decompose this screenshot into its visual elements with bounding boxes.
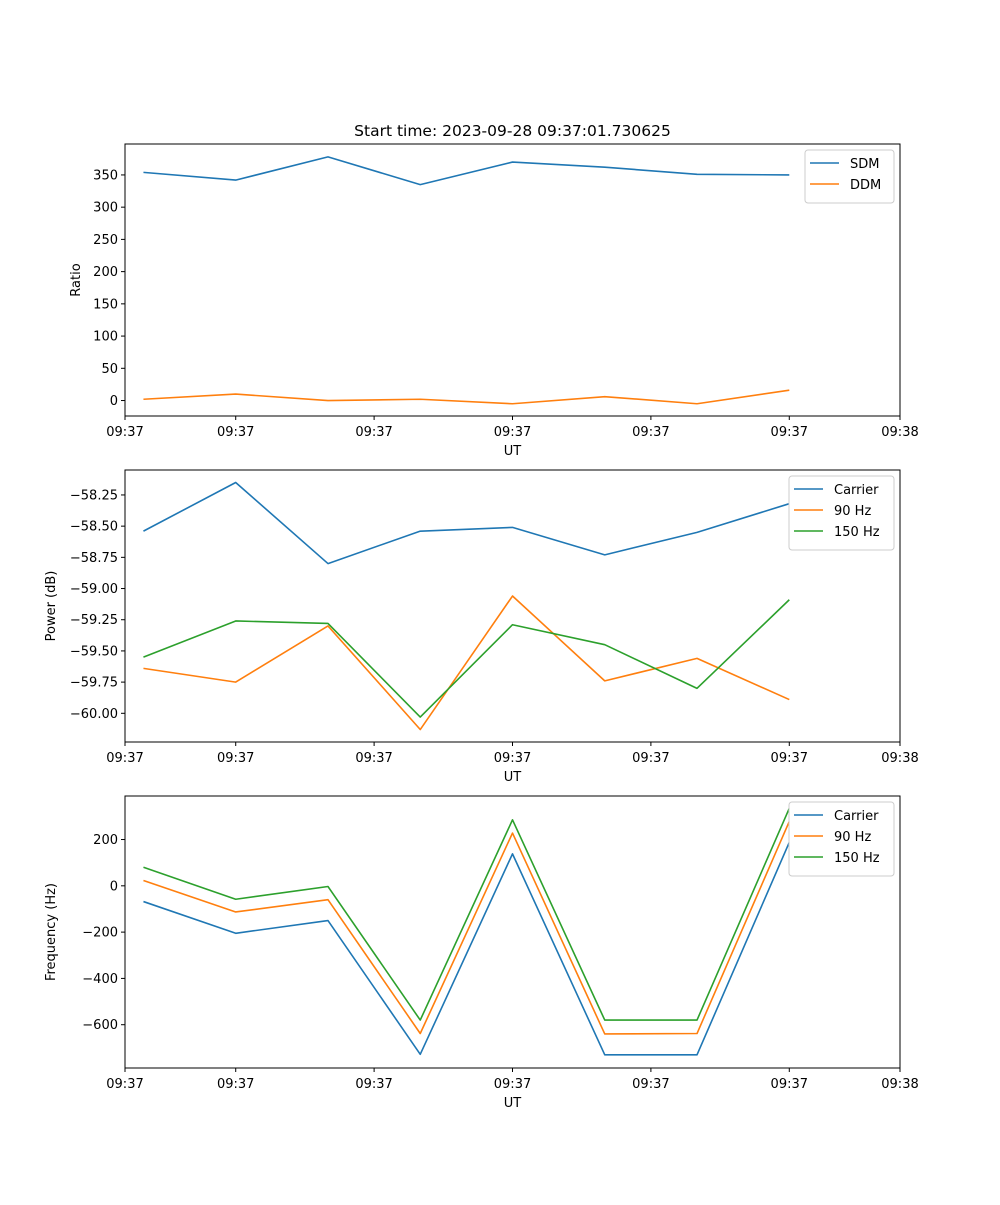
chart-1-xtick-label: 09:37 xyxy=(106,751,143,766)
chart-0-ytick-label: 200 xyxy=(93,265,118,280)
chart-0-ytick-label: 50 xyxy=(101,362,118,377)
chart-1-ytick-label: −59.00 xyxy=(70,582,118,597)
chart-2-legend-label-carrier: Carrier xyxy=(834,809,879,824)
chart-0-ytick-label: 150 xyxy=(93,297,118,312)
chart-2-xtick-label: 09:37 xyxy=(494,1077,531,1092)
chart-0-xtick-label: 09:38 xyxy=(881,425,918,440)
chart-2-ytick-label: −400 xyxy=(82,972,118,987)
chart-1-legend-label-carrier: Carrier xyxy=(834,483,879,498)
chart-1-series-90-hz-line xyxy=(143,595,790,731)
chart-1-xtick-label: 09:37 xyxy=(771,751,808,766)
chart-2-ylabel: Frequency (Hz) xyxy=(44,883,59,981)
chart-2-ytick-label: −600 xyxy=(82,1018,118,1033)
chart-1-ytick-label: −59.25 xyxy=(70,613,118,628)
chart-1-ylabel: Power (dB) xyxy=(44,571,59,642)
chart-0-group: 09:37 09:37 09:37 09:37 09:37 09:37 09:38 0 50 10… xyxy=(69,122,919,459)
chart-1-xtick-label: 09:37 xyxy=(217,751,254,766)
chart-0-xtick-label: 09:37 xyxy=(632,425,669,440)
chart-2-legend-label-90-hz: 90 Hz xyxy=(834,830,871,845)
chart-0-xtick-label: 09:37 xyxy=(494,425,531,440)
chart-2-legend-label-150-hz: 150 Hz xyxy=(834,851,880,866)
chart-0-xlabel: UT xyxy=(504,444,522,459)
chart-1-series-150-hz-line xyxy=(143,599,790,718)
chart-1-ytick-label: −59.75 xyxy=(70,676,118,691)
chart-0-xtick-label: 09:37 xyxy=(355,425,392,440)
chart-2-ytick-label: 0 xyxy=(110,879,118,894)
chart-0-series-ddm-line xyxy=(143,389,790,405)
chart-0-ytick-label: 100 xyxy=(93,330,118,345)
chart-0-ytick-label: 250 xyxy=(93,233,118,248)
chart-2-xtick-label: 09:37 xyxy=(771,1077,808,1092)
chart-1-legend-label-150-hz: 150 Hz xyxy=(834,525,880,540)
chart-1-ytick-label: −60.00 xyxy=(70,707,118,722)
chart-0-axes-frame xyxy=(124,143,901,417)
chart-2-xtick-label: 09:37 xyxy=(355,1077,392,1092)
chart-0-series-sdm-line xyxy=(143,156,790,186)
chart-0-ytick-label: 300 xyxy=(93,201,118,216)
chart-0-xtick-label: 09:37 xyxy=(771,425,808,440)
chart-1-xtick-label: 09:37 xyxy=(494,751,531,766)
chart-1-xtick-label: 09:37 xyxy=(632,751,669,766)
chart-1-ytick-label: −58.75 xyxy=(70,551,118,566)
chart-2-series-90-hz-line xyxy=(143,821,791,1035)
chart-0-ytick-label: 350 xyxy=(93,168,118,183)
chart-1-ytick-label: −58.50 xyxy=(70,520,118,535)
chart-1-series-carrier-line xyxy=(143,481,790,565)
chart-2-ytick-label: 200 xyxy=(93,833,118,848)
chart-1-xtick-label: 09:37 xyxy=(355,751,392,766)
chart-2-xtick-label: 09:37 xyxy=(106,1077,143,1092)
chart-1-xtick-label: 09:38 xyxy=(881,751,918,766)
chart-0-title: Start time: 2023-09-28 09:37:01.730625 xyxy=(354,122,671,140)
chart-0-xtick-label: 09:37 xyxy=(106,425,143,440)
chart-0-ylabel: Ratio xyxy=(69,263,84,296)
chart-1-xlabel: UT xyxy=(504,770,522,785)
chart-2-xtick-label: 09:38 xyxy=(881,1077,918,1092)
chart-2-xtick-label: 09:37 xyxy=(632,1077,669,1092)
chart-2-series-carrier-line xyxy=(143,841,791,1056)
chart-2-group: 09:37 09:37 09:37 09:37 09:37 09:37 09:38 −600 −… xyxy=(44,795,919,1111)
chart-2-series-150-hz-line xyxy=(143,807,791,1021)
chart-2-xlabel: UT xyxy=(504,1096,522,1111)
chart-1-ytick-label: −58.25 xyxy=(70,488,118,503)
chart-2-xtick-label: 09:37 xyxy=(217,1077,254,1092)
chart-0-legend-label-sdm: SDM xyxy=(850,157,879,172)
chart-2-ytick-label: −200 xyxy=(82,926,118,941)
chart-0-ytick-label: 0 xyxy=(110,394,118,409)
chart-1-ytick-label: −59.50 xyxy=(70,644,118,659)
chart-1-group: 09:37 09:37 09:37 09:37 09:37 09:37 09:38 −60.0… xyxy=(44,469,919,785)
chart-1-legend-label-90-hz: 90 Hz xyxy=(834,504,871,519)
chart-0-xtick-label: 09:37 xyxy=(217,425,254,440)
chart-0-legend-label-ddm: DDM xyxy=(850,178,881,193)
